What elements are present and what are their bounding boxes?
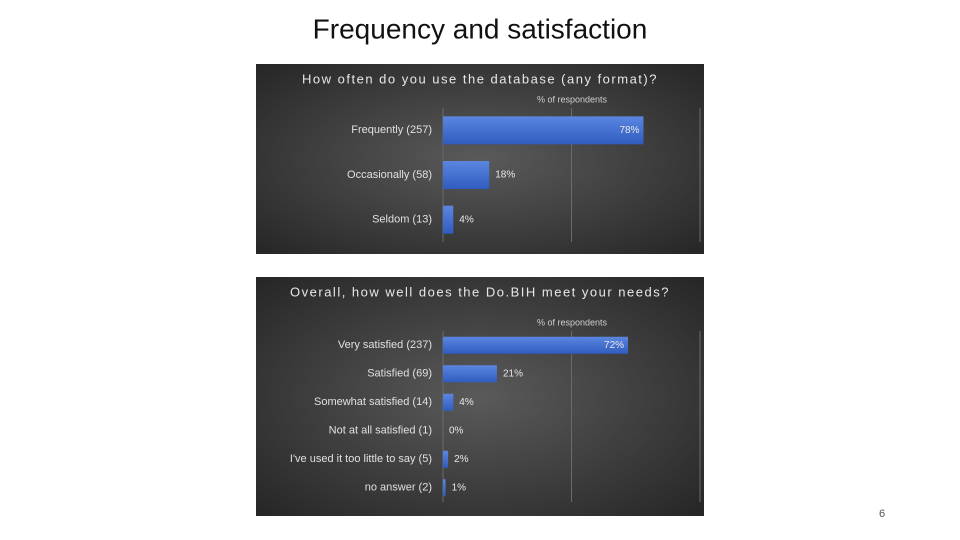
bar: [443, 161, 490, 189]
bar: [443, 479, 446, 497]
chart-panel: [256, 277, 704, 516]
chart-title: Overall, how well does the Do.BIH meet y…: [290, 284, 670, 299]
value-label: 4%: [459, 214, 474, 225]
chart-panel: [256, 64, 704, 254]
slide-title: Frequency and satisfaction: [313, 13, 648, 44]
y-tick-label: Occasionally (58): [347, 169, 432, 181]
bar: [443, 393, 454, 411]
value-label: 2%: [454, 454, 469, 465]
chart-subtitle: % of respondents: [537, 317, 608, 327]
value-label: 21%: [503, 368, 523, 379]
bar: [443, 116, 644, 145]
y-tick-label: I've used it too little to say (5): [290, 453, 432, 465]
page-number: 6: [879, 508, 885, 520]
bar: [443, 336, 629, 354]
y-tick-label: Frequently (257): [351, 124, 432, 136]
bar: [443, 450, 449, 468]
chart-subtitle: % of respondents: [537, 94, 608, 104]
value-label: 4%: [459, 397, 474, 408]
value-label: 1%: [452, 482, 467, 493]
bar: [443, 205, 454, 234]
value-label: 78%: [619, 125, 639, 136]
value-label: 18%: [495, 170, 515, 181]
y-tick-label: Somewhat satisfied (14): [314, 396, 432, 408]
bar: [443, 365, 497, 383]
y-tick-label: Not at all satisfied (1): [329, 425, 432, 437]
value-label: 72%: [604, 340, 624, 351]
y-tick-label: Seldom (13): [372, 214, 432, 226]
value-label: 0%: [449, 425, 464, 436]
y-tick-label: Very satisfied (237): [338, 339, 432, 351]
y-tick-label: Satisfied (69): [367, 368, 432, 380]
y-tick-label: no answer (2): [365, 482, 432, 494]
chart-title: How often do you use the database (any f…: [302, 71, 658, 86]
